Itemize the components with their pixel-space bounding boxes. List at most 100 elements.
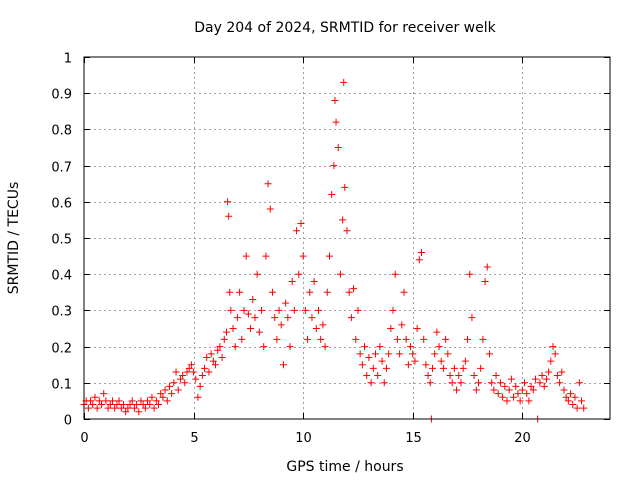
data-point [512, 382, 520, 390]
y-axis-label: SRMTID / TECUs [6, 182, 22, 295]
data-point [130, 404, 138, 412]
data-point [415, 256, 423, 264]
data-point [172, 368, 180, 376]
data-point [179, 372, 187, 380]
data-point [571, 393, 579, 401]
data-point [231, 343, 239, 351]
data-point [558, 368, 566, 376]
data-point [117, 404, 125, 412]
data-point [242, 252, 250, 260]
data-point [540, 382, 548, 390]
data-point [192, 375, 200, 383]
data-point [108, 397, 116, 405]
data-point [448, 379, 456, 387]
data-point [378, 357, 386, 365]
data-point [176, 375, 184, 383]
data-points [80, 78, 588, 423]
x-tick-label: 10 [295, 431, 312, 446]
data-point [404, 361, 412, 369]
data-point [477, 364, 485, 372]
data-point [382, 364, 390, 372]
data-point [100, 390, 108, 398]
data-point [525, 397, 533, 405]
data-point [496, 379, 504, 387]
data-point [258, 306, 266, 314]
data-point [369, 364, 377, 372]
data-point [255, 328, 263, 336]
data-point [400, 288, 408, 296]
data-point [273, 335, 281, 343]
data-point [341, 183, 349, 191]
data-point [146, 401, 154, 409]
data-point [459, 364, 467, 372]
data-point [183, 368, 191, 376]
data-point [505, 386, 513, 394]
data-point [308, 314, 316, 322]
data-point [343, 227, 351, 235]
data-point [470, 372, 478, 380]
data-point [569, 401, 577, 409]
data-point [323, 288, 331, 296]
y-tick-label: 0.5 [51, 233, 72, 248]
data-point [240, 306, 248, 314]
data-point [293, 227, 301, 235]
data-point [225, 212, 233, 220]
x-axis-label: GPS time / hours [286, 459, 403, 475]
data-point [442, 335, 450, 343]
data-point [288, 277, 296, 285]
data-point [253, 270, 261, 278]
data-point [398, 321, 406, 329]
data-point [157, 390, 165, 398]
data-point [514, 390, 522, 398]
data-point [562, 393, 570, 401]
data-point [339, 216, 347, 224]
data-point [89, 401, 97, 409]
data-point [266, 205, 274, 213]
data-point [321, 343, 329, 351]
data-point [431, 350, 439, 358]
data-point [564, 397, 572, 405]
data-point [393, 335, 401, 343]
data-point [365, 353, 373, 361]
data-point [547, 357, 555, 365]
data-point [391, 270, 399, 278]
data-point [315, 306, 323, 314]
data-point [352, 335, 360, 343]
axis-ticks [84, 57, 610, 420]
y-tick-label: 0.8 [51, 124, 72, 139]
data-point [518, 386, 526, 394]
data-point [402, 335, 410, 343]
data-point [439, 364, 447, 372]
data-point [418, 248, 426, 256]
data-point [367, 379, 375, 387]
data-point [446, 372, 454, 380]
data-point [290, 306, 298, 314]
data-point [229, 325, 237, 332]
data-point [450, 364, 458, 372]
y-tick-label: 1 [64, 52, 72, 67]
data-point [295, 270, 303, 278]
data-point [319, 321, 327, 329]
data-point [542, 375, 550, 383]
data-point [396, 350, 404, 358]
y-tick-label: 0 [64, 414, 72, 429]
data-point [271, 314, 279, 322]
data-point [165, 382, 173, 390]
data-point [331, 96, 339, 104]
data-point [507, 375, 515, 383]
data-point [501, 382, 509, 390]
data-point [330, 162, 338, 170]
data-point [124, 404, 132, 412]
data-point [306, 288, 314, 296]
data-point [247, 325, 255, 332]
data-point [523, 390, 531, 398]
data-point [220, 335, 228, 343]
data-point [521, 379, 529, 387]
data-point [236, 288, 244, 296]
x-tick-labels: 0 5 10 15 20 [80, 431, 530, 446]
data-point [363, 372, 371, 380]
data-point [538, 372, 546, 380]
data-point [387, 325, 395, 332]
data-point [466, 270, 474, 278]
